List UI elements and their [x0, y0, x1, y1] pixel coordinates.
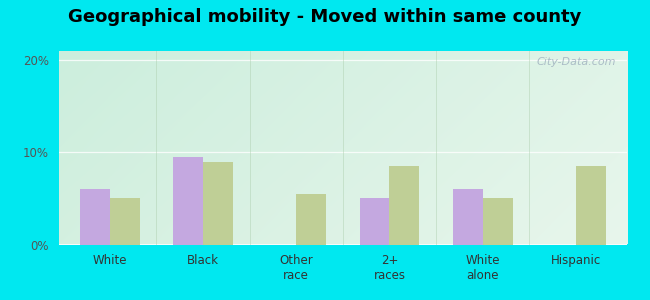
Bar	[483, 198, 513, 244]
Text: City-Data.com: City-Data.com	[536, 57, 616, 67]
Bar	[203, 162, 233, 244]
Bar	[173, 157, 203, 244]
Bar	[359, 198, 389, 244]
Bar	[453, 189, 483, 244]
Bar	[110, 198, 140, 244]
Bar	[389, 166, 419, 244]
Bar	[80, 189, 110, 244]
Bar	[296, 194, 326, 244]
Text: Geographical mobility - Moved within same county: Geographical mobility - Moved within sam…	[68, 8, 582, 26]
Bar	[576, 166, 606, 244]
